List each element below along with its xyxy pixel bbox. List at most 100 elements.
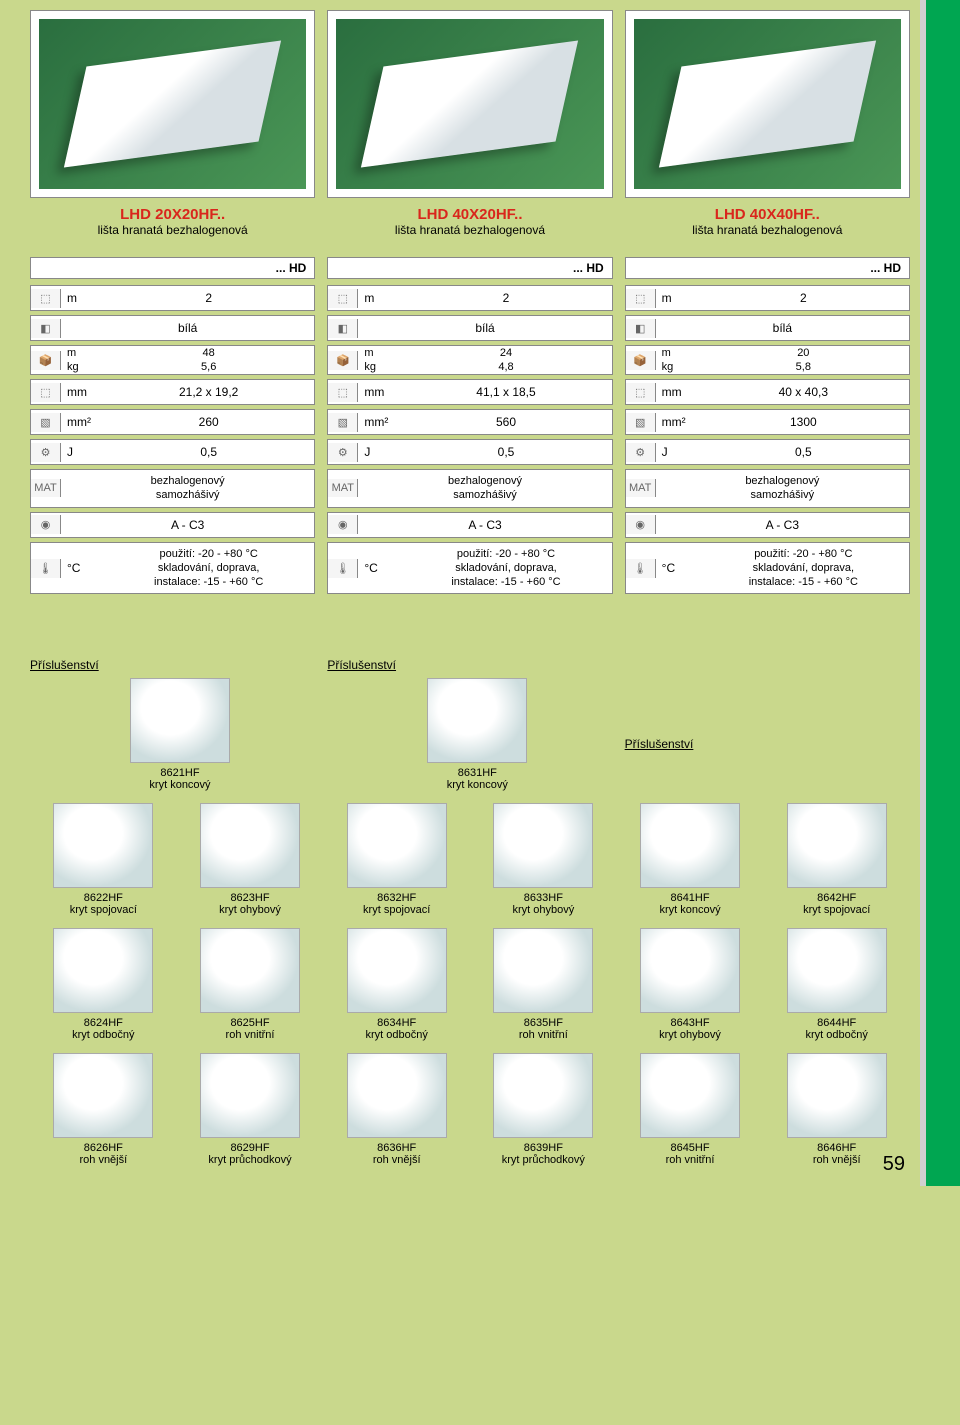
spec-row-packaging: 📦 mkg 485,6	[30, 345, 315, 375]
spec-label: mkg	[61, 346, 103, 374]
accessory-item: 8635HF roh vnitřní	[470, 928, 617, 1041]
spec-label: m	[61, 288, 103, 308]
spec-label: mm²	[358, 412, 400, 432]
dimension-icon: ⬚	[328, 383, 358, 402]
product-subtitle: lišta hranatá bezhalogenová	[327, 223, 612, 237]
spec-row-dimensions: ⬚ mm 21,2 x 19,2	[30, 379, 315, 405]
package-icon: 📦	[31, 351, 61, 370]
impact-icon: ⚙	[328, 443, 358, 462]
temperature-icon: 🌡	[328, 559, 358, 578]
material-icon: MAT	[626, 479, 656, 497]
package-icon: 📦	[626, 351, 656, 370]
class-icon: ◉	[31, 515, 61, 534]
accessory-desc: kryt spojovací	[30, 904, 177, 916]
accessory-desc: roh vnější	[30, 1154, 177, 1166]
spec-value: 0,5	[103, 442, 314, 462]
spec-value: 21,2 x 19,2	[103, 382, 314, 402]
accessory-item: 8646HF roh vnější	[763, 1053, 910, 1166]
spec-label: mkg	[656, 346, 698, 374]
accessory-code: 8641HF	[617, 892, 764, 904]
page-content: Elektroinstalační lišty a kanály LHD 20X…	[0, 0, 960, 1186]
dimension-icon: ⬚	[626, 383, 656, 402]
spec-label: J	[358, 442, 400, 462]
accessory-item: 8625HF roh vnitřní	[177, 928, 324, 1041]
accessory-code: 8645HF	[617, 1142, 764, 1154]
spec-value: 0,5	[400, 442, 611, 462]
accessories-first-row: Příslušenství 8621HF kryt koncový Příslu…	[30, 658, 910, 791]
accessory-item: 8621HF kryt koncový	[110, 678, 250, 791]
product-title: LHD 20X20HF..	[30, 206, 315, 223]
spec-value: 244,8	[400, 346, 611, 374]
spec-row-dimensions: ⬚ mm 40 x 40,3	[625, 379, 910, 405]
spec-value: 1300	[698, 412, 909, 432]
product-image-card	[327, 10, 612, 198]
spec-value: 205,8	[698, 346, 909, 374]
spec-row-material: MAT bezhalogenovýsamozhášivý	[625, 469, 910, 508]
accessory-image	[493, 1053, 593, 1138]
accessory-image	[640, 1053, 740, 1138]
accessory-desc: kryt odbočný	[323, 1029, 470, 1041]
spec-value: A - C3	[358, 515, 611, 535]
spec-label: mm	[61, 382, 103, 402]
accessory-image	[53, 928, 153, 1013]
spec-value: 485,6	[103, 346, 314, 374]
spec-value: 2	[400, 288, 611, 308]
spec-row-material: MAT bezhalogenovýsamozhášivý	[327, 469, 612, 508]
accessories-col: Příslušenství 8631HF kryt koncový	[327, 658, 612, 791]
accessory-image	[427, 678, 527, 763]
spec-row-dimensions: ⬚ mm 41,1 x 18,5	[327, 379, 612, 405]
spec-label: °C	[61, 558, 103, 578]
color-icon: ◧	[328, 319, 358, 338]
accessories-col: Příslušenství	[625, 658, 910, 791]
product-image-row	[30, 10, 910, 198]
product-title-block: LHD 20X20HF.. lišta hranatá bezhalogenov…	[30, 206, 315, 237]
spec-label: mm²	[61, 412, 103, 432]
area-icon: ▧	[31, 413, 61, 432]
package-icon: 📦	[328, 351, 358, 370]
accessory-item: 8632HF kryt spojovací	[323, 803, 470, 916]
accessory-image	[640, 803, 740, 888]
spec-tables-row: ... HD ⬚ m 2 ◧ bílá 📦 mkg 485,6 ⬚ mm 21,…	[30, 247, 910, 598]
accessory-item: 8629HF kryt průchodkový	[177, 1053, 324, 1166]
product-subtitle: lišta hranatá bezhalogenová	[30, 223, 315, 237]
spec-table: ... HD ⬚ m 2 ◧ bílá 📦 mkg 485,6 ⬚ mm 21,…	[30, 257, 315, 598]
spec-row-packaging: 📦 mkg 244,8	[327, 345, 612, 375]
accessory-desc: roh vnitřní	[617, 1154, 764, 1166]
spec-row-class: ◉ A - C3	[625, 512, 910, 538]
spec-row-area: ▧ mm² 260	[30, 409, 315, 435]
spec-row-color: ◧ bílá	[30, 315, 315, 341]
class-icon: ◉	[626, 515, 656, 534]
accessory-item: 8636HF roh vnější	[323, 1053, 470, 1166]
spec-label: mkg	[358, 346, 400, 374]
accessory-code: 8642HF	[763, 892, 910, 904]
length-icon: ⬚	[31, 289, 61, 308]
spec-row-class: ◉ A - C3	[30, 512, 315, 538]
accessory-code: 8632HF	[323, 892, 470, 904]
spec-value: použití: -20 - +80 °Cskladování, doprava…	[103, 543, 314, 594]
accessory-image	[53, 1053, 153, 1138]
spec-value: bezhalogenovýsamozhášivý	[358, 470, 611, 507]
accessory-code: 8629HF	[177, 1142, 324, 1154]
accessory-desc: kryt spojovací	[323, 904, 470, 916]
accessory-desc: roh vnější	[323, 1154, 470, 1166]
product-title: LHD 40X20HF..	[327, 206, 612, 223]
accessory-item: 8643HF kryt ohybový	[617, 928, 764, 1041]
impact-icon: ⚙	[31, 443, 61, 462]
temperature-icon: 🌡	[31, 559, 61, 578]
product-title: LHD 40X40HF..	[625, 206, 910, 223]
page-number: 59	[883, 1153, 905, 1176]
accessory-desc: kryt koncový	[617, 904, 764, 916]
spec-table: ... HD ⬚ m 2 ◧ bílá 📦 mkg 244,8 ⬚ mm 41,…	[327, 257, 612, 598]
spec-value: bílá	[61, 318, 314, 338]
accessory-code: 8621HF	[110, 767, 250, 779]
accessory-image	[787, 1053, 887, 1138]
accessory-image	[493, 803, 593, 888]
accessory-code: 8636HF	[323, 1142, 470, 1154]
spec-value: bezhalogenovýsamozhášivý	[656, 470, 909, 507]
spec-row-length: ⬚ m 2	[327, 285, 612, 311]
spec-table: ... HD ⬚ m 2 ◧ bílá 📦 mkg 205,8 ⬚ mm 40 …	[625, 257, 910, 598]
accessories-title: Příslušenství	[625, 737, 694, 751]
accessory-item: 8631HF kryt koncový	[407, 678, 547, 791]
spec-value: 560	[400, 412, 611, 432]
spec-value: bílá	[656, 318, 909, 338]
